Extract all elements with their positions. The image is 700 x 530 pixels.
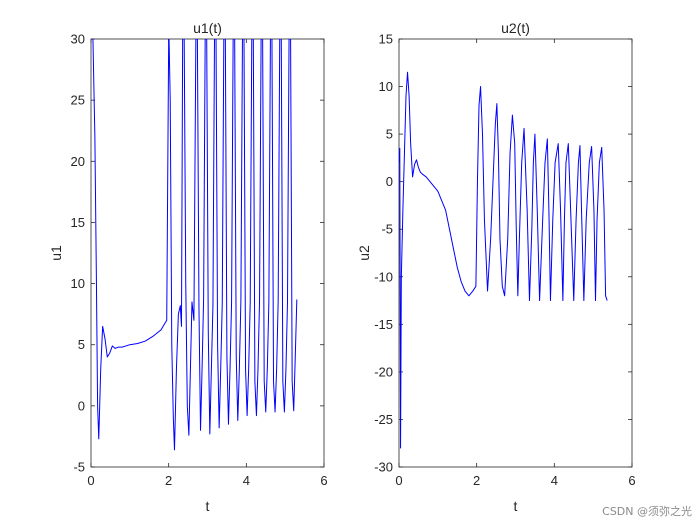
- y-tick-label: 20: [71, 154, 85, 169]
- x-axis-label: t: [514, 498, 518, 514]
- y-tick-label: -20: [374, 364, 393, 379]
- y-tick-label: 15: [379, 32, 393, 47]
- y-tick-label: 25: [71, 93, 85, 108]
- y-tick-label: -5: [73, 460, 85, 475]
- chart-title: u2(t): [501, 20, 530, 36]
- y-axis-label: u1: [48, 245, 64, 261]
- y-tick-label: 10: [379, 79, 393, 94]
- x-tick-label: 2: [473, 473, 480, 488]
- x-axis-label: t: [206, 498, 210, 514]
- subplot-2: 0 2 4 6 -30 -25 -20 -15 -10 -5 0 5 10 15 u2(t) t u2: [356, 20, 636, 514]
- y-tick-label: 0: [78, 398, 85, 413]
- y-tick-label: -15: [374, 317, 393, 332]
- chart-title: u1(t): [193, 20, 222, 36]
- y-tick-label: -25: [374, 412, 393, 427]
- x-tick-label: 4: [243, 473, 250, 488]
- x-tick-label: 0: [395, 473, 402, 488]
- y-tick-label: 30: [71, 32, 85, 47]
- y-tick-label: 0: [386, 174, 393, 189]
- x-tick-label: 0: [87, 473, 94, 488]
- y-tick-label: 15: [71, 215, 85, 230]
- y-tick-label: -10: [374, 269, 393, 284]
- axes-frame: [399, 39, 632, 467]
- x-tick-label: 6: [320, 473, 327, 488]
- y-tick-label: 5: [78, 337, 85, 352]
- y-tick-label: 10: [71, 276, 85, 291]
- y-axis-label: u2: [356, 245, 372, 261]
- x-tick-label: 6: [628, 473, 635, 488]
- y-tick-label: -30: [374, 460, 393, 475]
- y-tick-label: 5: [386, 127, 393, 142]
- watermark: CSDN @须弥之光: [602, 503, 692, 519]
- y-tick-label: -5: [381, 222, 393, 237]
- x-tick-label: 2: [165, 473, 172, 488]
- x-tick-label: 4: [551, 473, 558, 488]
